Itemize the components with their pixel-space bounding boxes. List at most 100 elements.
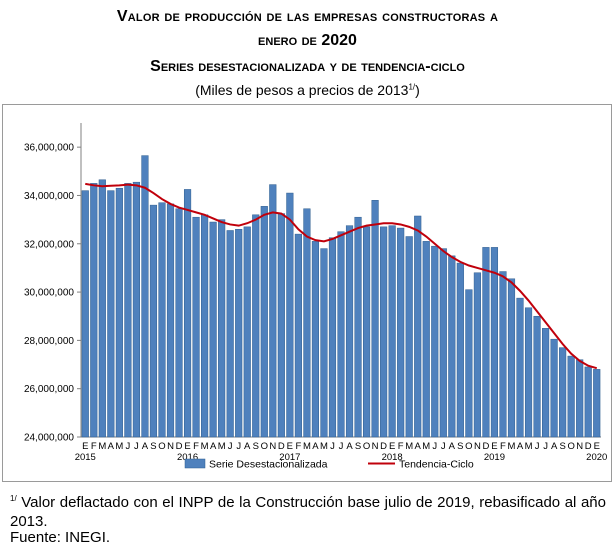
- x-month-label: F: [398, 441, 404, 452]
- chart-svg: 24,000,000 26,000,000 28,000,000 30,000,000…: [24, 123, 607, 471]
- bar: [175, 208, 183, 438]
- bar: [90, 183, 98, 438]
- source-note: Fuente: INEGI.: [10, 529, 111, 546]
- x-month-label: J: [339, 441, 344, 452]
- legend-label-bars: Serie Desestacionalizada: [209, 459, 328, 471]
- x-month-label: F: [295, 441, 301, 452]
- bar: [439, 248, 447, 438]
- x-month-label: A: [244, 441, 251, 452]
- x-month-label: O: [567, 441, 574, 452]
- bar: [328, 237, 337, 438]
- x-year-label: 2016: [177, 452, 198, 463]
- bar: [559, 347, 567, 438]
- bar: [115, 187, 123, 438]
- bar: [542, 328, 550, 438]
- x-month-label: J: [543, 441, 548, 452]
- bar: [533, 315, 541, 438]
- bar: [320, 248, 328, 438]
- x-month-label: E: [491, 441, 497, 452]
- bar: [499, 271, 507, 438]
- bar: [414, 215, 422, 438]
- x-month-label: S: [457, 441, 463, 452]
- y-tick-label: 24,000,000: [24, 433, 74, 444]
- bar: [277, 213, 285, 438]
- x-month-label: D: [278, 441, 285, 452]
- footnote-text: Valor deflactado con el INPP de la Const…: [10, 494, 606, 530]
- x-month-label: N: [576, 441, 583, 452]
- bar: [473, 272, 481, 438]
- bar: [201, 214, 209, 438]
- x-month-label: S: [355, 441, 361, 452]
- x-month-label: N: [372, 441, 379, 452]
- bar: [294, 233, 302, 438]
- x-month-label: M: [115, 441, 123, 452]
- x-month-label: M: [422, 441, 430, 452]
- x-month-label: S: [559, 441, 565, 452]
- x-month-label: O: [261, 441, 268, 452]
- y-tick-label: 26,000,000: [24, 384, 74, 395]
- subtitle-suffix: ): [415, 82, 420, 98]
- footnote: 1/ Valor deflactado con el INPP de la Co…: [10, 489, 606, 531]
- bar: [388, 225, 396, 438]
- y-tick-label: 36,000,000: [24, 143, 74, 154]
- legend-bar-swatch: [184, 458, 206, 469]
- y-tick-label: 28,000,000: [24, 336, 74, 347]
- x-month-label: M: [405, 441, 413, 452]
- chart-frame: 24,000,000 26,000,000 28,000,000 30,000,000…: [2, 104, 612, 482]
- x-month-label: S: [253, 441, 259, 452]
- bar: [235, 229, 243, 438]
- x-month-label: M: [218, 441, 226, 452]
- x-month-label: E: [287, 441, 293, 452]
- x-month-label: M: [201, 441, 209, 452]
- bar: [132, 181, 140, 438]
- x-month-label: O: [363, 441, 370, 452]
- x-month-label: F: [500, 441, 506, 452]
- x-month-label: D: [585, 441, 592, 452]
- y-tick-label: 32,000,000: [24, 239, 74, 250]
- x-month-label: M: [303, 441, 311, 452]
- x-month-label: A: [415, 441, 422, 452]
- subtitle-sup: 1/: [408, 82, 416, 92]
- x-month-label: D: [482, 441, 489, 452]
- bar: [422, 241, 430, 438]
- bar: [405, 236, 413, 438]
- bar: [593, 369, 601, 438]
- x-month-label: A: [517, 441, 524, 452]
- x-month-label: O: [158, 441, 165, 452]
- x-month-label: A: [312, 441, 319, 452]
- x-month-label: J: [228, 441, 233, 452]
- bar: [81, 190, 89, 438]
- chart-title-line1: Valor de producción de las empresas cons…: [116, 8, 499, 25]
- x-month-label: J: [134, 441, 139, 452]
- bar: [465, 289, 473, 438]
- bar: [448, 255, 456, 438]
- bar: [584, 366, 592, 438]
- bar: [524, 307, 533, 438]
- subtitle-prefix: (Miles de pesos a precios de 2013: [195, 82, 409, 98]
- x-month-label: D: [380, 441, 387, 452]
- x-month-label: A: [449, 441, 456, 452]
- bar: [209, 221, 217, 438]
- x-month-label: M: [98, 441, 106, 452]
- bar: [371, 200, 379, 438]
- bar: [183, 189, 192, 438]
- x-year-label: 2020: [586, 452, 607, 463]
- x-month-label: J: [236, 441, 241, 452]
- bar: [286, 192, 294, 438]
- x-month-label: S: [150, 441, 156, 452]
- bar: [345, 225, 354, 438]
- bar: [490, 247, 499, 438]
- bar: [166, 203, 175, 438]
- trend-line: [85, 182, 598, 370]
- chart-title-line3: Series desestacionalizada y de tendencia…: [150, 58, 465, 75]
- bar: [567, 355, 575, 438]
- bar: [337, 231, 345, 438]
- bar: [576, 359, 584, 438]
- chart-subtitle: (Miles de pesos a precios de 20131/): [0, 82, 615, 98]
- bar: [192, 216, 200, 438]
- bar: [141, 155, 149, 438]
- bar: [303, 208, 311, 438]
- bar: [98, 179, 106, 438]
- x-month-label: M: [508, 441, 516, 452]
- bar: [149, 204, 158, 438]
